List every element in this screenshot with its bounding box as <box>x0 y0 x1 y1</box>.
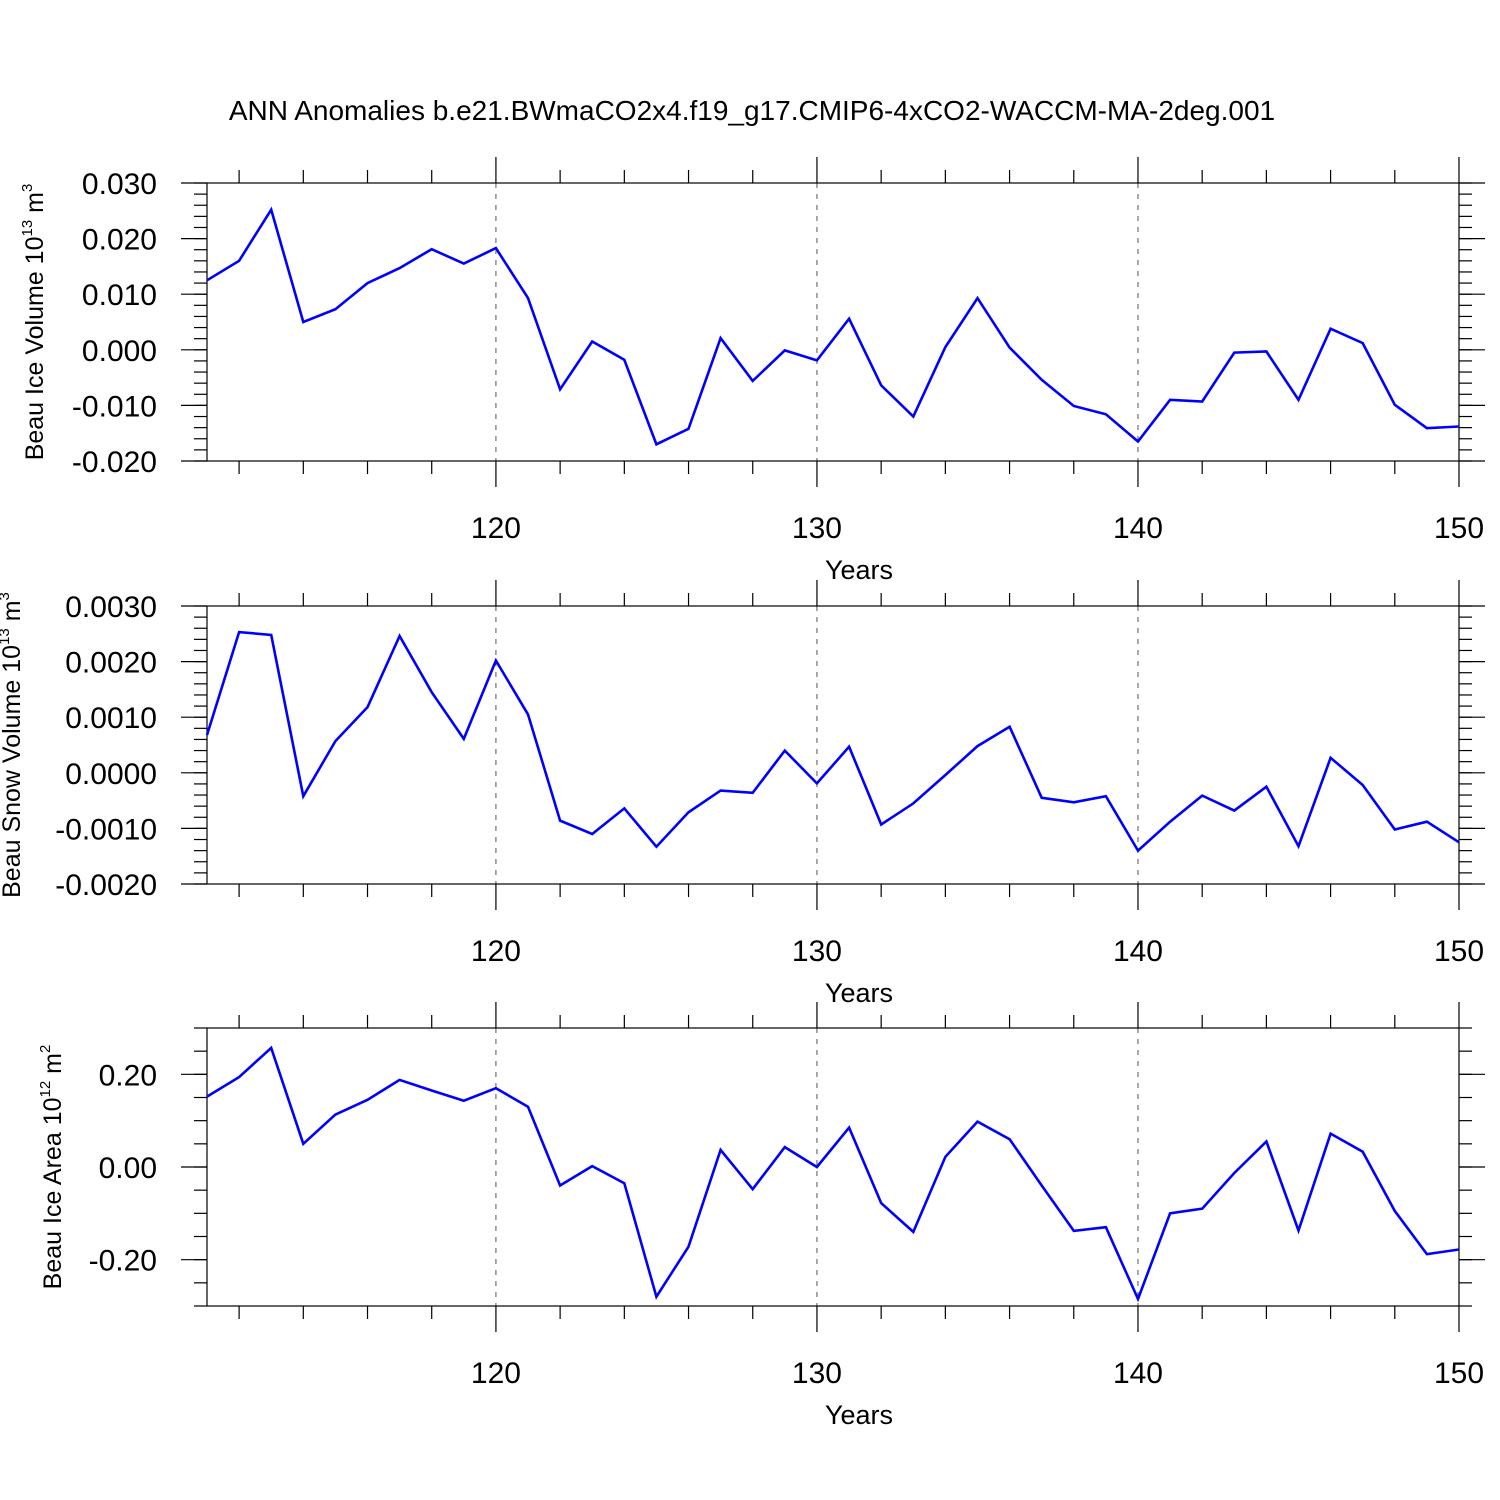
y-tick-label: -0.010 <box>72 390 157 423</box>
x-tick-label: 120 <box>471 512 521 545</box>
x-tick-label: 120 <box>471 1357 521 1390</box>
x-tick-label: 140 <box>1113 935 1163 968</box>
y-tick-label: 0.030 <box>82 168 157 201</box>
y-tick-label: -0.0010 <box>55 813 157 846</box>
y-tick-label: 0.000 <box>82 335 157 368</box>
plot-frame <box>206 605 1460 885</box>
y-axis-label: Beau Snow Volume 1013 m3 <box>0 592 26 898</box>
y-tick-label: 0.0020 <box>65 647 157 680</box>
x-tick-label: 140 <box>1113 512 1163 545</box>
y-tick-label: -0.20 <box>89 1245 157 1278</box>
x-tick-label: 130 <box>792 935 842 968</box>
y-tick-label: 0.20 <box>99 1059 157 1092</box>
y-tick-label: 0.00 <box>99 1152 157 1185</box>
x-axis-label: Years <box>825 978 893 1008</box>
x-tick-label: 140 <box>1113 1357 1163 1390</box>
y-tick-label: 0.010 <box>82 279 157 312</box>
chart-panel-3: -0.20 0.00 0.20 120 130 140 150 Years Beau Ice A… <box>37 1002 1485 1430</box>
chart-title: ANN Anomalies b.e21.BWmaCO2x4.f19_g17.CM… <box>229 95 1275 126</box>
y-tick-label: -0.0020 <box>55 869 157 902</box>
x-axis-label: Years <box>825 1400 893 1430</box>
plot-frame <box>206 182 1460 462</box>
y-tick-label: -0.020 <box>72 446 157 479</box>
x-tick-label: 150 <box>1434 512 1484 545</box>
x-tick-label: 130 <box>792 512 842 545</box>
x-tick-label: 130 <box>792 1357 842 1390</box>
y-tick-label: 0.020 <box>82 224 157 257</box>
y-axis-label: Beau Ice Volume 1013 m3 <box>19 184 49 461</box>
chart-panel-1: -0.020 -0.010 0.000 0.010 0.020 0.030 120 130 14… <box>19 157 1485 585</box>
chart-panel-2: -0.0020 -0.0010 0.0000 0.0010 0.0020 0.0030 12… <box>0 580 1485 1008</box>
series-line-1 <box>206 1045 1460 1303</box>
series-line-1 <box>205 630 1460 853</box>
x-tick-label: 150 <box>1434 935 1484 968</box>
x-axis-label: Years <box>825 555 893 585</box>
y-tick-label: 0.0000 <box>65 758 157 791</box>
y-tick-label: 0.0010 <box>65 702 157 735</box>
y-axis-label: Beau Ice Area 1012 m2 <box>37 1045 67 1290</box>
series-line-1 <box>206 206 1460 447</box>
x-tick-label: 150 <box>1434 1357 1484 1390</box>
plot-frame <box>206 1027 1460 1307</box>
x-tick-label: 120 <box>471 935 521 968</box>
y-tick-label: 0.0030 <box>65 591 157 624</box>
